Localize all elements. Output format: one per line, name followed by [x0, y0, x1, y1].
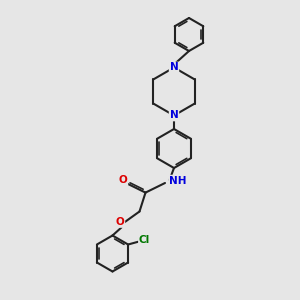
- Text: NH: NH: [169, 176, 187, 186]
- Text: N: N: [169, 62, 178, 73]
- Text: N: N: [169, 110, 178, 121]
- Text: O: O: [118, 175, 127, 185]
- Text: Cl: Cl: [139, 235, 150, 245]
- Text: O: O: [116, 217, 124, 227]
